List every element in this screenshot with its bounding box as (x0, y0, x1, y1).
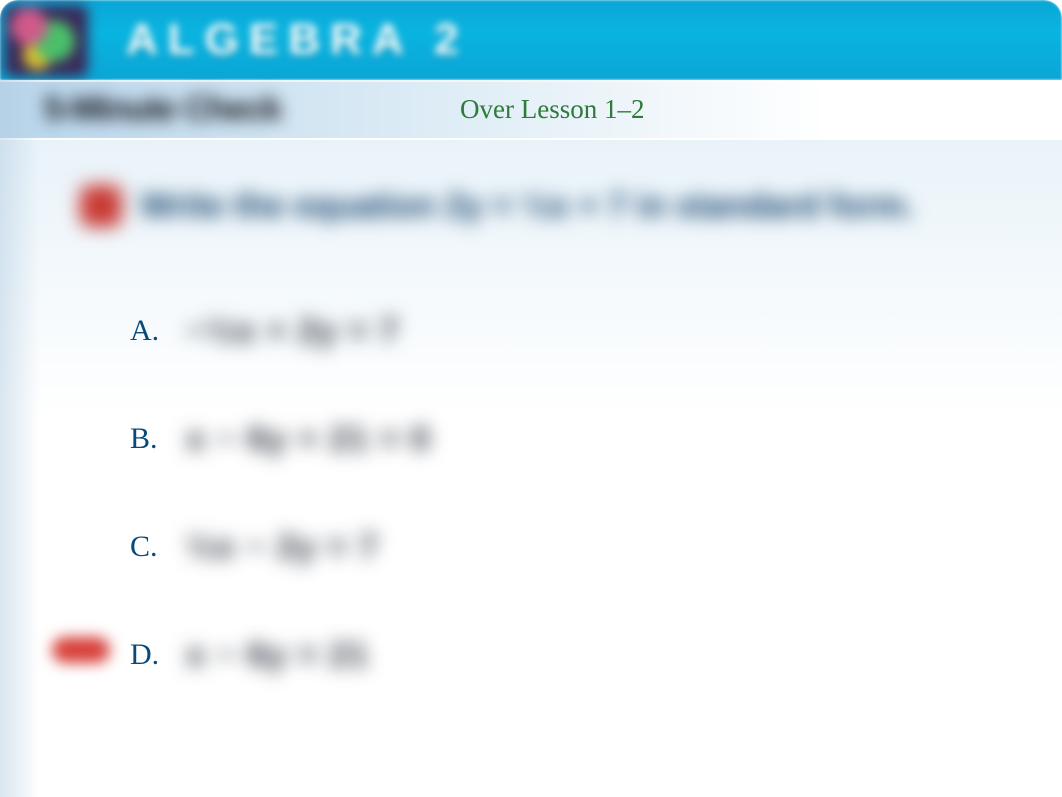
answer-option-b[interactable]: B. x − 6y + 21 = 0 (130, 385, 1062, 493)
answer-letter: C. (130, 530, 186, 564)
answer-option-d[interactable]: D. x − 6y = 21 (130, 601, 1062, 709)
correct-answer-marker-icon (52, 637, 110, 663)
banner-title: ALGEBRA 2 (126, 15, 469, 65)
answer-letter: A. (130, 314, 186, 348)
answer-letter: B. (130, 422, 186, 456)
answer-letter: D. (130, 638, 186, 672)
answer-expression: −⅓x + 2y = 7 (186, 312, 399, 351)
top-banner: ALGEBRA 2 (0, 0, 1062, 80)
subheader-bar: 5-Minute Check Over Lesson 1–2 (0, 80, 1062, 138)
question-row: Write the equation 2y = ⅓x + 7 in standa… (80, 185, 1062, 227)
answers-list: A. −⅓x + 2y = 7 B. x − 6y + 21 = 0 C. ⅓x… (130, 277, 1062, 709)
answer-expression: x − 6y + 21 = 0 (186, 420, 431, 459)
textbook-logo (4, 5, 88, 77)
question-text: Write the equation 2y = ⅓x + 7 in standa… (140, 187, 914, 226)
content-area: Write the equation 2y = ⅓x + 7 in standa… (0, 155, 1062, 709)
question-bullet-icon (80, 185, 122, 227)
answer-expression: ⅓x − 2y = 7 (186, 528, 379, 567)
slide-page: ALGEBRA 2 5-Minute Check Over Lesson 1–2… (0, 0, 1062, 797)
answer-option-c[interactable]: C. ⅓x − 2y = 7 (130, 493, 1062, 601)
answer-option-a[interactable]: A. −⅓x + 2y = 7 (130, 277, 1062, 385)
answer-expression: x − 6y = 21 (186, 636, 369, 675)
over-lesson-label: Over Lesson 1–2 (460, 94, 644, 125)
five-minute-check-label: 5-Minute Check (44, 90, 281, 129)
